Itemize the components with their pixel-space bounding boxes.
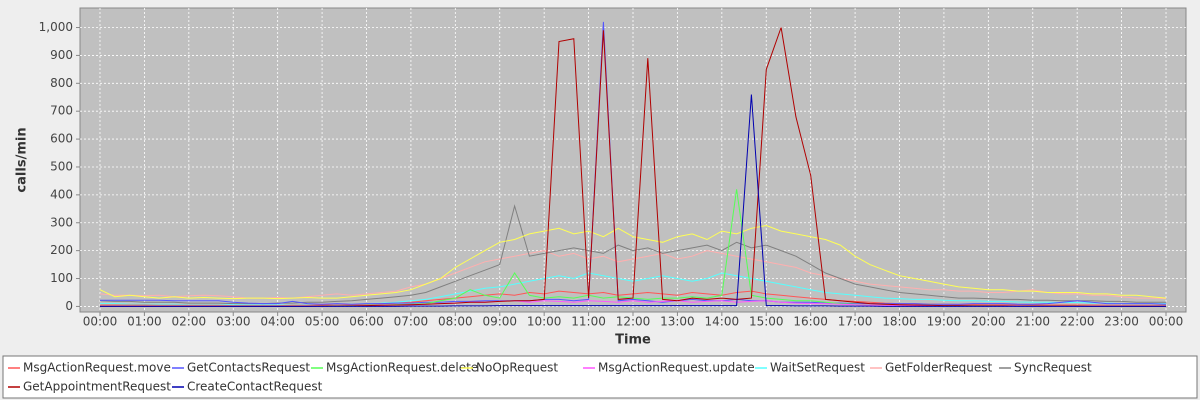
x-tick-label: 00:00: [1149, 315, 1184, 329]
x-tick-label: 21:00: [1015, 315, 1050, 329]
x-tick-label: 12:00: [616, 315, 651, 329]
legend-label: MsgActionRequest.delete: [326, 361, 478, 375]
legend-label: NoOpRequest: [476, 361, 558, 375]
y-tick-label: 400: [50, 187, 73, 201]
series-line: [99, 250, 1167, 300]
x-tick-label: 18:00: [882, 315, 917, 329]
legend-label: SyncRequest: [1014, 361, 1092, 375]
y-axis-label: calls/min: [15, 127, 30, 192]
x-tick-label: 15:00: [749, 315, 784, 329]
y-tick-label: 1,000: [39, 20, 73, 34]
y-tick-label: 900: [50, 48, 73, 62]
legend-label: GetFolderRequest: [885, 361, 993, 375]
series-line: [99, 224, 1167, 300]
x-tick-label: 20:00: [971, 315, 1006, 329]
x-tick-label: 09:00: [482, 315, 517, 329]
x-tick-label: 00:00: [83, 315, 118, 329]
x-tick-label: 14:00: [705, 315, 740, 329]
x-axis-label: Time: [615, 333, 651, 348]
legend-label: WaitSetRequest: [770, 361, 865, 375]
legend-label: CreateContactRequest: [187, 380, 323, 394]
y-tick-label: 600: [50, 132, 73, 146]
y-tick-label: 100: [50, 271, 73, 285]
legend: [2, 355, 1198, 399]
x-tick-label: 08:00: [438, 315, 473, 329]
legend-label: GetContactsRequest: [187, 361, 310, 375]
x-tick-label: 11:00: [571, 315, 606, 329]
x-tick-label: 17:00: [838, 315, 873, 329]
x-tick-label: 19:00: [927, 315, 962, 329]
x-tick-label: 05:00: [305, 315, 340, 329]
y-tick-label: 200: [50, 243, 73, 257]
y-tick-label: 700: [50, 104, 73, 118]
x-tick-label: 04:00: [260, 315, 295, 329]
x-tick-label: 01:00: [127, 315, 162, 329]
y-tick-label: 800: [50, 76, 73, 90]
x-tick-label: 23:00: [1104, 315, 1139, 329]
legend-label: MsgActionRequest.update: [598, 361, 755, 375]
legend-label: MsgActionRequest.move: [23, 361, 171, 375]
legend-label: GetAppointmentRequest: [23, 380, 171, 394]
series-line: [100, 94, 1166, 307]
x-tick-label: 13:00: [660, 315, 695, 329]
y-tick-label: 300: [50, 215, 73, 229]
x-tick-label: 06:00: [349, 315, 384, 329]
x-tick-label: 22:00: [1060, 315, 1095, 329]
y-tick-label: 0: [65, 299, 73, 313]
x-tick-label: 16:00: [793, 315, 828, 329]
x-tick-label: 03:00: [216, 315, 251, 329]
x-tick-label: 02:00: [172, 315, 207, 329]
series-line: [100, 272, 1166, 306]
x-tick-label: 07:00: [394, 315, 429, 329]
y-tick-label: 500: [50, 159, 73, 173]
series-line: [100, 21, 1167, 305]
x-tick-label: 10:00: [527, 315, 562, 329]
